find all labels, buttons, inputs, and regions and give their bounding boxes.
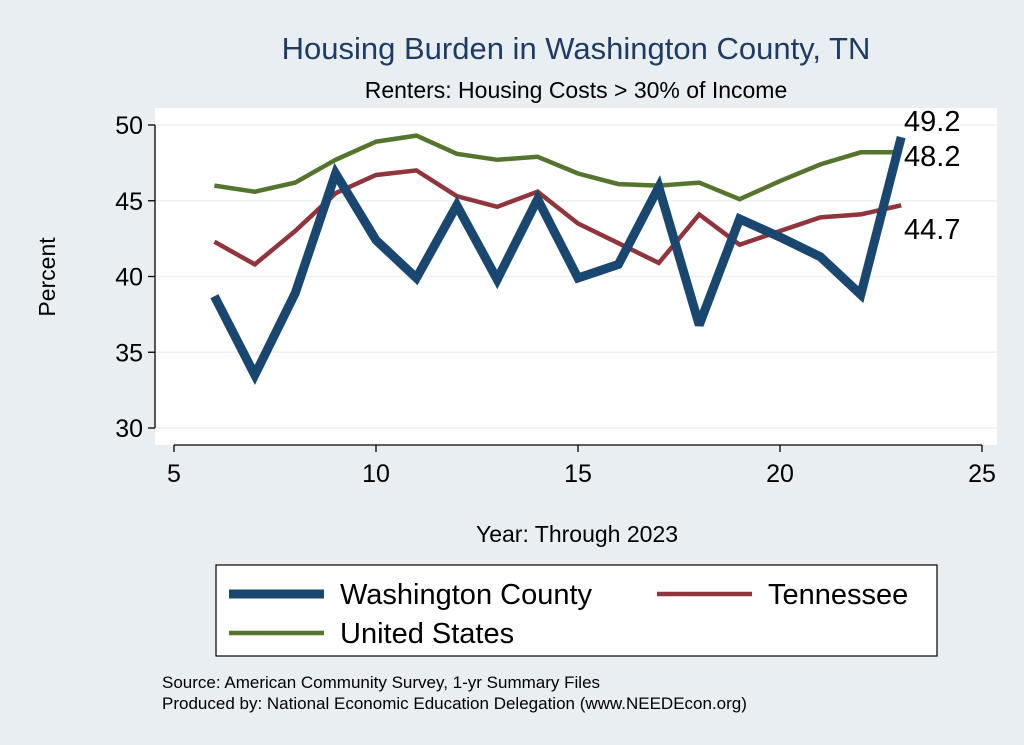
legend: Washington County Tennessee United State… [215,564,938,657]
x-axis-title: Year: Through 2023 [476,521,678,547]
x-tick-label: 20 [766,460,794,488]
x-axis: 5 10 15 20 25 [167,444,996,488]
y-tick-label: 30 [115,415,143,443]
series-layer [210,133,906,386]
end-label-tennessee: 44.7 [904,214,960,246]
source-note: Source: American Community Survey, 1-yr … [162,673,600,692]
y-axis: 30 35 40 45 50 [115,112,156,443]
legend-label-tennessee: Tennessee [768,579,908,611]
x-tick-label: 5 [167,460,181,488]
x-tick-label: 15 [564,460,592,488]
produced-by-note: Produced by: National Economic Education… [162,694,747,713]
y-tick-label: 40 [115,264,143,292]
y-tick-label: 45 [115,188,143,216]
y-axis-title: Percent [34,237,60,317]
end-label-united-states: 48.2 [904,141,960,173]
series-line-washington-county [210,135,906,386]
chart-subtitle: Renters: Housing Costs > 30% of Income [365,77,788,103]
y-tick-label: 35 [115,339,143,367]
chart-title: Housing Burden in Washington County, TN [282,31,871,66]
series-line-united-states [214,133,902,202]
legend-label-washington: Washington County [340,579,593,611]
end-label-washington: 49.2 [904,106,960,138]
x-tick-label: 10 [362,460,390,488]
legend-label-united-states: United States [340,618,514,650]
legend-box [215,564,938,657]
y-tick-label: 50 [115,112,143,140]
x-tick-label: 25 [968,460,996,488]
